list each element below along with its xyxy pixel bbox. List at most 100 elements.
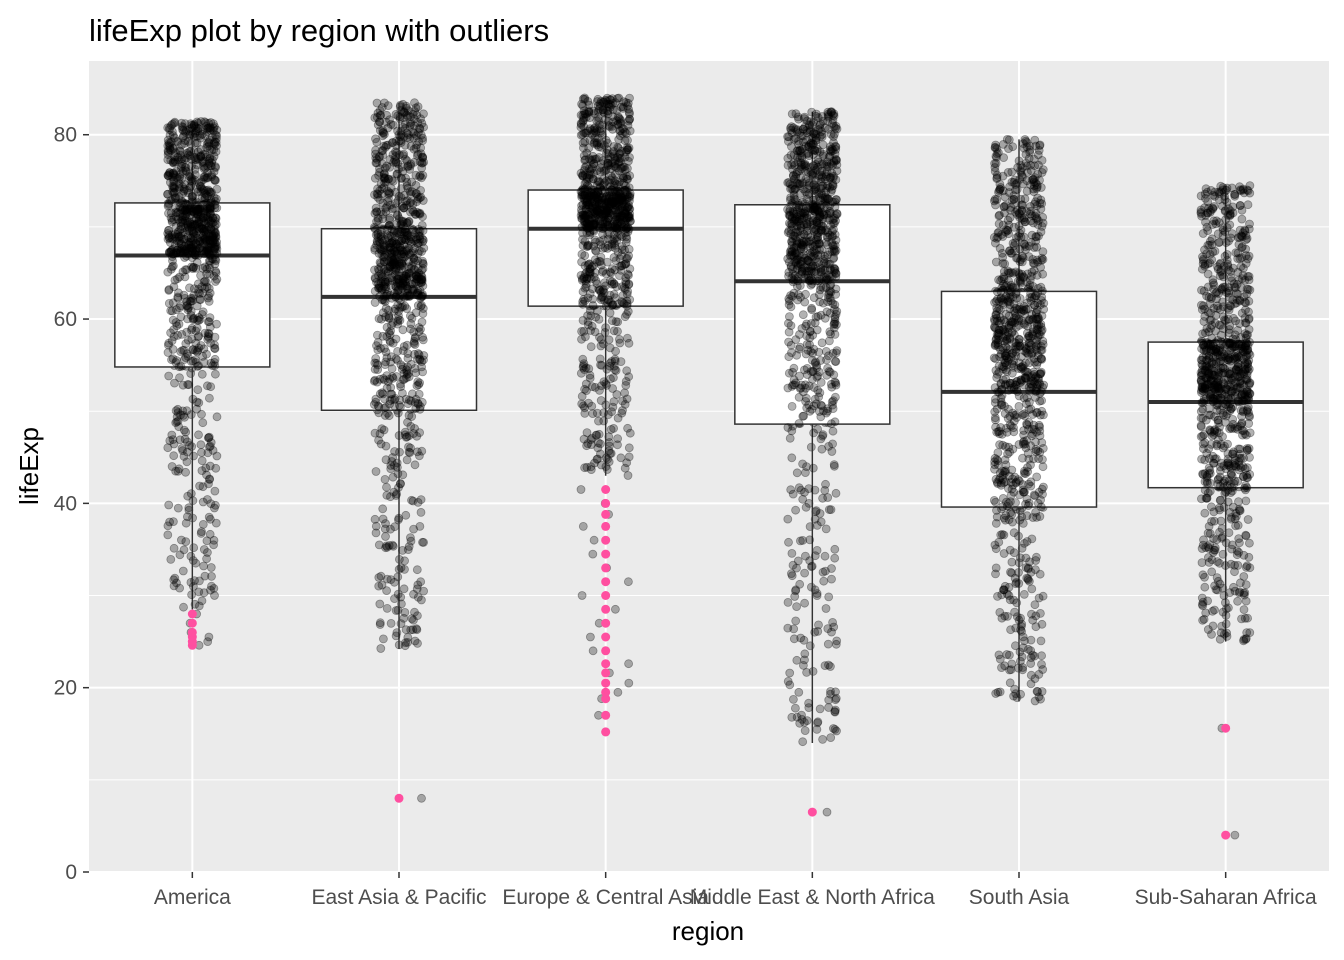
data-point bbox=[382, 604, 392, 613]
data-point bbox=[820, 551, 830, 561]
data-point bbox=[832, 636, 842, 646]
data-point bbox=[204, 433, 213, 443]
data-point bbox=[179, 602, 188, 612]
data-point bbox=[588, 549, 598, 559]
data-point bbox=[370, 514, 380, 524]
data-point bbox=[182, 512, 192, 522]
data-point bbox=[198, 418, 208, 428]
data-point bbox=[783, 160, 793, 170]
data-point bbox=[178, 566, 188, 576]
data-point bbox=[613, 434, 622, 444]
data-point bbox=[381, 532, 390, 541]
data-point bbox=[185, 440, 194, 450]
data-point bbox=[177, 444, 187, 453]
data-point bbox=[193, 385, 203, 395]
data-point bbox=[205, 529, 215, 539]
data-point bbox=[371, 467, 381, 476]
data-point bbox=[800, 726, 810, 735]
data-point bbox=[579, 401, 588, 411]
data-point bbox=[182, 437, 192, 447]
data-point bbox=[169, 581, 179, 591]
data-point bbox=[179, 545, 189, 555]
data-point bbox=[173, 503, 183, 513]
data-point bbox=[412, 565, 422, 575]
data-point bbox=[1027, 584, 1037, 594]
data-point bbox=[197, 527, 206, 536]
data-point bbox=[211, 463, 221, 473]
data-point bbox=[993, 592, 1002, 601]
data-point bbox=[378, 634, 388, 644]
data-point bbox=[623, 471, 633, 480]
data-point bbox=[1019, 590, 1029, 599]
data-point bbox=[826, 733, 836, 742]
data-point bbox=[209, 503, 219, 513]
data-point bbox=[416, 508, 426, 517]
data-point bbox=[828, 439, 837, 449]
data-point bbox=[624, 659, 633, 669]
data-point bbox=[806, 442, 816, 452]
data-point bbox=[578, 522, 588, 531]
data-point bbox=[210, 486, 220, 496]
data-point bbox=[1026, 653, 1036, 662]
data-point bbox=[181, 537, 191, 546]
data-point bbox=[624, 678, 634, 688]
data-point bbox=[375, 599, 385, 609]
data-point bbox=[173, 466, 183, 476]
data-point bbox=[208, 445, 218, 455]
data-point bbox=[792, 468, 802, 478]
data-point bbox=[209, 584, 219, 593]
data-point bbox=[1200, 582, 1210, 592]
data-point bbox=[605, 438, 614, 447]
data-point bbox=[178, 446, 188, 456]
data-point bbox=[1026, 670, 1036, 680]
data-point bbox=[197, 456, 207, 466]
data-point bbox=[386, 619, 396, 628]
data-point bbox=[828, 426, 838, 436]
data-point bbox=[163, 530, 173, 540]
data-point bbox=[175, 435, 185, 445]
data-point bbox=[174, 422, 184, 432]
data-point bbox=[396, 619, 406, 628]
data-point bbox=[383, 101, 393, 110]
data-point bbox=[586, 632, 595, 642]
data-point bbox=[1007, 557, 1017, 567]
data-point bbox=[398, 470, 408, 480]
data-point bbox=[1241, 496, 1251, 506]
data-point bbox=[827, 574, 836, 584]
data-point bbox=[588, 646, 598, 656]
data-point bbox=[792, 655, 802, 665]
data-point bbox=[164, 500, 174, 510]
data-point bbox=[596, 449, 605, 459]
data-point bbox=[591, 312, 601, 322]
data-point bbox=[576, 485, 586, 494]
data-point bbox=[800, 598, 809, 608]
data-point bbox=[197, 466, 207, 476]
data-point bbox=[805, 641, 815, 651]
data-point bbox=[206, 382, 216, 392]
data-point bbox=[169, 575, 179, 585]
data-point bbox=[588, 409, 598, 419]
data-point bbox=[1239, 605, 1249, 614]
data-point bbox=[589, 535, 599, 545]
data-point bbox=[400, 556, 410, 566]
data-point bbox=[577, 591, 587, 600]
data-point bbox=[611, 604, 620, 614]
data-point bbox=[189, 543, 199, 553]
data-point bbox=[613, 687, 623, 697]
data-point bbox=[181, 518, 191, 528]
data-point bbox=[400, 565, 409, 574]
data-point bbox=[378, 504, 388, 514]
data-point bbox=[795, 718, 805, 728]
data-point bbox=[202, 536, 212, 546]
data-point bbox=[624, 577, 633, 587]
data-point bbox=[375, 618, 385, 628]
data-point bbox=[178, 406, 188, 416]
data-point bbox=[175, 583, 185, 593]
data-point bbox=[171, 406, 181, 416]
data-point bbox=[206, 499, 216, 509]
data-point bbox=[400, 608, 410, 617]
data-point bbox=[175, 550, 185, 560]
chart-title: lifeExp plot by region with outliers bbox=[89, 13, 549, 48]
data-point bbox=[204, 433, 214, 443]
